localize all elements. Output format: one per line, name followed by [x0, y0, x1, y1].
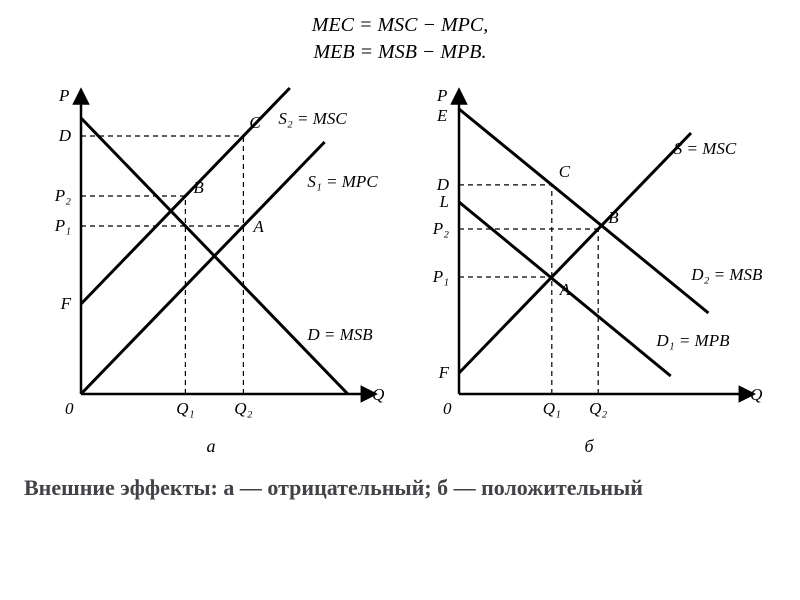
- y-top-label: E: [436, 106, 448, 125]
- ytick-P₁: P₁: [432, 267, 449, 286]
- ytick-P₂: P₂: [54, 186, 71, 205]
- chart-a: S₂ = MSC S₁ = MPC D = MSB Q P 0 D P₂ P₁ F Q₁ Q₂ B A C: [31, 74, 391, 434]
- x-axis-label: Q: [372, 385, 384, 404]
- point-label-A: A: [559, 280, 571, 299]
- x-axis-label: Q: [750, 385, 762, 404]
- chart-a-wrap: S₂ = MSCS₁ = MPCD = MSBQP0DP₂P₁FQ₁Q₂BAC …: [31, 74, 391, 457]
- xtick-Q₂: Q₂: [589, 399, 607, 418]
- chart-b: S = MSCD₂ = MSBD₁ = MPBQPE0DLP₂P₁FQ₁Q₂AB…: [409, 74, 769, 434]
- ytick-L: L: [439, 192, 449, 211]
- curve-label-d2: D₂ = MSB: [690, 265, 763, 284]
- curve-label-d: D = MSB: [306, 325, 373, 344]
- xtick-Q₁: Q₁: [543, 399, 561, 418]
- point-label-A: A: [252, 217, 264, 236]
- chart-a-sublabel: а: [207, 436, 216, 457]
- curve-d2: [459, 109, 708, 313]
- ytick-F: F: [60, 294, 72, 313]
- chart-b-wrap: S = MSCD₂ = MSBD₁ = MPBQPE0DLP₂P₁FQ₁Q₂AB…: [409, 74, 769, 457]
- y-axis-label: P: [436, 86, 447, 105]
- curve-label-s2: S₂ = MSC: [278, 109, 347, 128]
- equation-2: MEB = MSB − MPB.: [0, 39, 800, 66]
- y-axis-label: P: [58, 86, 69, 105]
- chart-b-sublabel: б: [584, 436, 593, 457]
- point-label-B: B: [193, 178, 204, 197]
- point-label-C: C: [559, 162, 571, 181]
- point-label-C: C: [249, 113, 261, 132]
- origin-label: 0: [65, 399, 74, 418]
- curve-label-s: S = MSC: [674, 139, 737, 158]
- charts-row: S₂ = MSCS₁ = MPCD = MSBQP0DP₂P₁FQ₁Q₂BAC …: [0, 74, 800, 457]
- equation-1: MEC = MSC − MPC,: [0, 12, 800, 39]
- curve-label-d1: D₁ = MPB: [655, 331, 730, 350]
- figure-caption: Внешние эффекты: а — отрицательный; б — …: [0, 457, 800, 501]
- equations-block: MEC = MSC − MPC, MEB = MSB − MPB.: [0, 0, 800, 66]
- ytick-P₁: P₁: [54, 216, 71, 235]
- curve-label-s1: S₁ = MPC: [307, 172, 378, 191]
- origin-label: 0: [443, 399, 452, 418]
- ytick-D: D: [58, 126, 72, 145]
- ytick-P₂: P₂: [432, 219, 449, 238]
- xtick-Q₁: Q₁: [176, 399, 194, 418]
- point-label-B: B: [608, 208, 619, 227]
- ytick-F: F: [438, 363, 450, 382]
- xtick-Q₂: Q₂: [234, 399, 252, 418]
